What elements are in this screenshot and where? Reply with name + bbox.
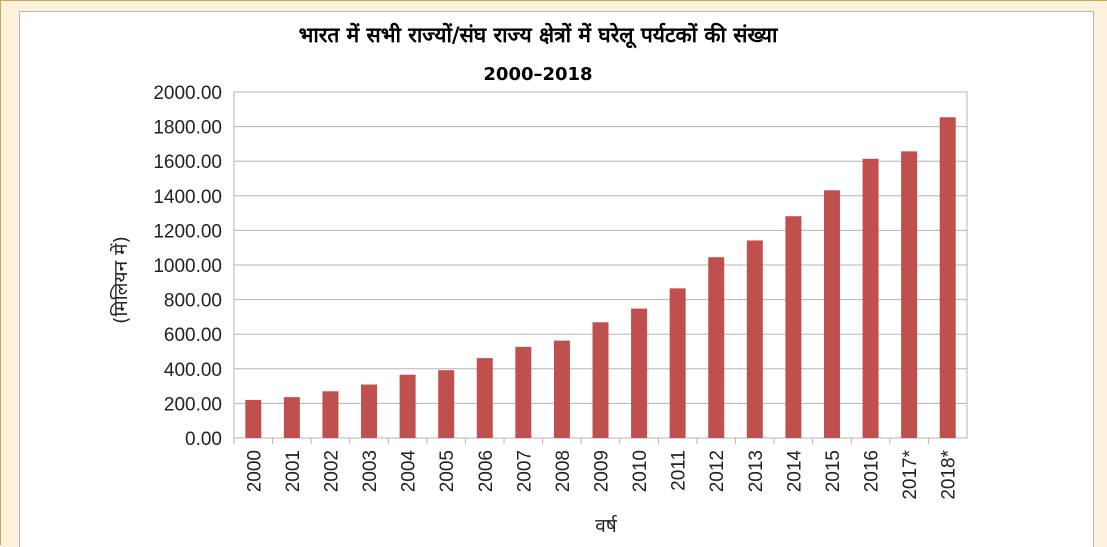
x-tick-label: 2008: [553, 450, 574, 492]
y-tick-label: 1600.00: [153, 152, 222, 173]
bar-2011: [670, 288, 686, 438]
bar-2005: [438, 370, 454, 438]
x-tick-label: 2010: [630, 450, 651, 492]
bar-2008: [554, 341, 570, 438]
chart-title: भारत में सभी राज्यों/संघ राज्य क्षेत्रों…: [299, 22, 779, 49]
y-tick-label: 200.00: [164, 394, 222, 415]
y-tick-label: 1400.00: [153, 187, 222, 208]
x-tick-label: 2000: [244, 450, 265, 492]
bar-2003: [361, 385, 377, 438]
x-tick-label: 2016: [862, 450, 883, 492]
y-tick-label: 400.00: [164, 360, 222, 381]
x-tick-label: 2004: [399, 450, 420, 493]
y-tick-label: 1800.00: [153, 118, 222, 139]
x-tick-label: 2002: [321, 450, 342, 492]
x-tick-label: 2006: [476, 450, 497, 492]
bar-2001: [284, 397, 300, 438]
bar-chart: भारत में सभी राज्यों/संघ राज्य क्षेत्रों…: [20, 12, 1093, 547]
x-axis-ticks: 2000 2001 2002 2003 2004 2005 2006 2007 2008 2009…: [234, 438, 960, 500]
x-tick-label: 2017*: [900, 449, 921, 499]
x-tick-label: 2005: [437, 450, 458, 492]
bar-2009: [593, 322, 609, 438]
bar-2006: [477, 358, 493, 438]
x-tick-label: 2011: [669, 450, 690, 491]
y-tick-label: 800.00: [164, 291, 222, 312]
bar-2004: [400, 375, 416, 438]
x-tick-label: 2014: [784, 450, 805, 493]
x-tick-label: 2013: [746, 450, 767, 492]
x-axis-title: वर्ष: [595, 514, 618, 537]
chart-panel: भारत में सभी राज्यों/संघ राज्य क्षेत्रों…: [19, 11, 1094, 547]
x-tick-label: 2001: [283, 450, 304, 492]
y-axis-ticks: 0.00 200.00 400.00 600.00 800.00 1000.00 1200.…: [153, 83, 222, 450]
x-tick-label: 2009: [592, 450, 613, 492]
x-tick-label: 2018*: [939, 449, 960, 499]
bar-2016: [863, 159, 879, 438]
y-axis-title: (मिलियन में): [109, 236, 132, 324]
x-tick-label: 2007: [514, 450, 535, 492]
x-tick-label: 2015: [823, 450, 844, 492]
bar-2013: [747, 240, 763, 438]
x-tick-label: 2003: [360, 450, 381, 492]
bar-2015: [824, 190, 840, 438]
bar-2014: [785, 216, 801, 438]
bar-2017-star: [901, 151, 917, 438]
chart-subtitle: 2000–2018: [483, 64, 592, 85]
y-tick-label: 600.00: [164, 325, 222, 346]
y-tick-label: 0.00: [185, 429, 222, 450]
bar-2002: [322, 391, 338, 438]
y-tick-label: 1200.00: [153, 221, 222, 242]
bar-2010: [631, 309, 647, 438]
bar-2000: [245, 400, 261, 438]
bar-2018-star: [940, 117, 956, 438]
bar-2012: [708, 257, 724, 438]
bar-2007: [515, 347, 531, 438]
bars: [245, 117, 955, 438]
y-tick-label: 1000.00: [153, 256, 222, 277]
x-tick-label: 2012: [707, 450, 728, 492]
y-tick-label: 2000.00: [153, 83, 222, 104]
